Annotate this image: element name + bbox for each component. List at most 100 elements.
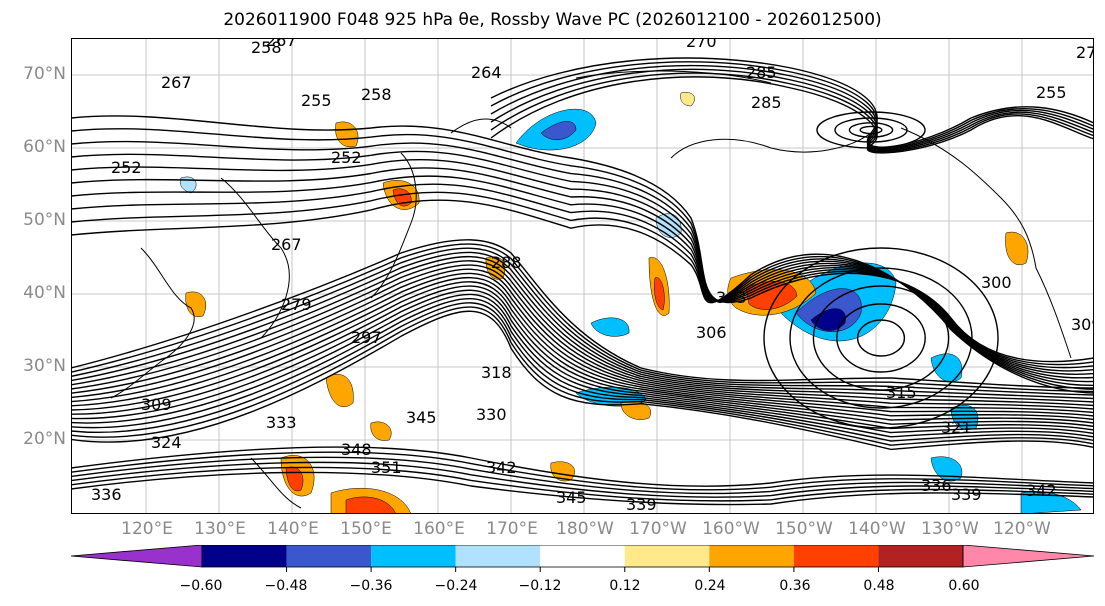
contour-label: 333 bbox=[266, 413, 297, 432]
contour-line bbox=[71, 183, 1094, 387]
contour-line bbox=[71, 199, 1094, 394]
shading-patch bbox=[540, 121, 577, 140]
lat-label-40n: 40°N bbox=[23, 283, 66, 303]
lon-label-150e: 150°E bbox=[340, 519, 392, 539]
contour-line bbox=[71, 255, 1094, 403]
lon-label-130e: 130°E bbox=[194, 519, 246, 539]
contour-label: 267 bbox=[266, 38, 297, 50]
lon-label-170w: 170°W bbox=[629, 519, 687, 539]
contour-line bbox=[71, 251, 1094, 400]
colorbar-tick-label: 0.12 bbox=[609, 578, 641, 594]
contour-label: 258 bbox=[251, 38, 282, 57]
contour-line bbox=[71, 128, 1094, 366]
contour-line bbox=[71, 466, 1094, 502]
contour-label: 318 bbox=[481, 363, 512, 382]
contour-label: 324 bbox=[151, 433, 182, 452]
contour-label: 252 bbox=[331, 148, 362, 167]
colorbar-cell bbox=[709, 545, 794, 567]
contour-line bbox=[836, 303, 926, 373]
colorbar-extend-max bbox=[962, 545, 1095, 568]
shading-patch bbox=[335, 121, 359, 148]
contour-label: 339 bbox=[951, 485, 982, 504]
contour-line bbox=[71, 293, 1094, 435]
lon-label-140e: 140°E bbox=[267, 519, 319, 539]
contour-label: 306 bbox=[696, 323, 727, 342]
colorbar-tick-label: −0.36 bbox=[349, 578, 393, 594]
contour-label: 330 bbox=[476, 405, 507, 424]
contour-label: 342 bbox=[1026, 481, 1057, 500]
colorbar-cell bbox=[624, 545, 710, 567]
contour-line bbox=[71, 285, 1094, 428]
shading-patch bbox=[180, 176, 197, 194]
contour-label: 342 bbox=[486, 458, 517, 477]
contour-label: 336 bbox=[921, 476, 952, 495]
coastline bbox=[450, 118, 512, 134]
rossby-wave-shading bbox=[180, 92, 1082, 514]
lon-label-180w: 180°W bbox=[556, 519, 614, 539]
shading-patch bbox=[654, 277, 665, 311]
contour-line bbox=[71, 167, 1094, 379]
contour-label: 255 bbox=[1036, 83, 1067, 102]
contour-line bbox=[71, 461, 1094, 498]
colorbar-tick-label: −0.24 bbox=[434, 578, 478, 594]
coastlines bbox=[110, 70, 1072, 509]
shading-patch bbox=[325, 373, 354, 408]
shading-patch bbox=[1005, 231, 1029, 265]
contour-line bbox=[856, 319, 906, 357]
shading-patch bbox=[680, 92, 695, 107]
shading-patch bbox=[590, 317, 630, 337]
contour-line bbox=[71, 243, 1094, 393]
contour-line bbox=[71, 276, 1094, 421]
lon-label-120w: 120°W bbox=[993, 519, 1051, 539]
coastline bbox=[900, 127, 1072, 359]
contour-label: 258 bbox=[361, 85, 392, 104]
lon-label-120e: 120°E bbox=[121, 519, 173, 539]
contour-line bbox=[71, 239, 1094, 389]
contour-label: 267 bbox=[161, 73, 192, 92]
shading-patch bbox=[185, 291, 207, 318]
contour-label: 264 bbox=[471, 63, 502, 82]
map-title: 2026011900 F048 925 hPa θe, Rossby Wave … bbox=[223, 10, 882, 30]
colorbar-cell bbox=[371, 545, 456, 567]
contour-line bbox=[490, 76, 1094, 154]
contour-label: 285 bbox=[751, 93, 782, 112]
contour-line bbox=[71, 297, 1094, 438]
contour-line bbox=[71, 158, 1094, 375]
contour-line bbox=[71, 289, 1094, 431]
coastline bbox=[250, 457, 302, 509]
lon-label-160e: 160°E bbox=[413, 519, 465, 539]
contour-label: 339 bbox=[626, 495, 657, 514]
contour-line bbox=[763, 247, 999, 429]
contour-label: 309 bbox=[1071, 315, 1094, 334]
colorbar-outline bbox=[201, 545, 964, 568]
colorbar-tick-label: 0.24 bbox=[694, 578, 726, 594]
lat-label-50n: 50°N bbox=[23, 210, 66, 230]
colorbar-cell bbox=[878, 545, 963, 567]
contour-line bbox=[71, 302, 1094, 442]
contour-label: 270 bbox=[1076, 43, 1094, 62]
map-panel[interactable]: 258 267 270 267 264 285 285 258 255 252 252 267 288 3… bbox=[71, 38, 1094, 514]
contour-line bbox=[71, 471, 1094, 506]
colorbar-extend-min bbox=[70, 545, 203, 568]
contour-line bbox=[71, 268, 1094, 414]
coastline bbox=[575, 70, 772, 84]
colorbar-cell bbox=[286, 545, 372, 567]
colorbar-tick-label: 0.60 bbox=[948, 578, 980, 594]
contour-label: 345 bbox=[556, 488, 587, 507]
coastline bbox=[370, 152, 417, 299]
colorbar-tick-label: −0.48 bbox=[264, 578, 308, 594]
contour-line bbox=[71, 451, 1094, 491]
contour-label: 297 bbox=[351, 328, 382, 347]
contour-label: 285 bbox=[746, 63, 777, 82]
contour-line bbox=[490, 72, 1094, 153]
contour-line bbox=[71, 175, 1094, 383]
coastline bbox=[670, 132, 872, 159]
shading-patch bbox=[930, 456, 963, 482]
shading-patch bbox=[392, 188, 412, 207]
colorbar-tick-label: 0.48 bbox=[863, 578, 895, 594]
shading-patch bbox=[345, 496, 397, 514]
colorbar-tick-label: −0.12 bbox=[518, 578, 562, 594]
contour-line bbox=[71, 150, 1094, 372]
lat-label-20n: 20°N bbox=[23, 429, 66, 449]
